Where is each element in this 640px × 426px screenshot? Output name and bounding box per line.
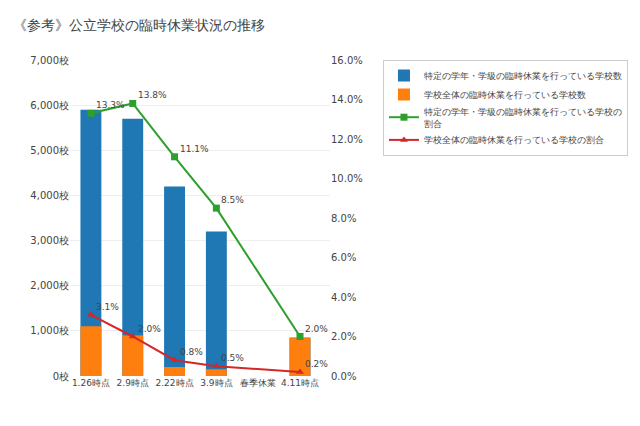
svg-text:4.0%: 4.0% [331,292,356,303]
svg-text:0.0%: 0.0% [331,371,356,382]
svg-text:8.0%: 8.0% [331,213,356,224]
svg-text:10.0%: 10.0% [331,173,363,184]
svg-text:13.8%: 13.8% [138,90,167,100]
svg-text:4.11時点: 4.11時点 [281,378,319,388]
svg-text:特定の学年・学級の臨時休業を行っている学校の割合: 特定の学年・学級の臨時休業を行っている学校の割合 [424,107,622,129]
svg-text:6,000校: 6,000校 [30,100,69,111]
svg-text:学校全体の臨時休業を行っている学校数: 学校全体の臨時休業を行っている学校数 [424,90,586,100]
svg-text:6.0%: 6.0% [331,252,356,263]
svg-text:0.5%: 0.5% [221,353,244,363]
svg-text:1,000校: 1,000校 [30,325,69,336]
svg-text:春季休業: 春季休業 [240,378,276,388]
svg-text:16.0%: 16.0% [331,55,363,66]
svg-text:7,000校: 7,000校 [30,55,69,66]
svg-text:2.0%: 2.0% [305,324,328,334]
svg-text:2.0%: 2.0% [331,331,356,342]
svg-text:0校: 0校 [53,371,69,382]
svg-text:学校全体の臨時休業を行っている学校の割合: 学校全体の臨時休業を行っている学校の割合 [424,135,604,145]
svg-text:《参考》公立学校の臨時休業状況の推移: 《参考》公立学校の臨時休業状況の推移 [13,17,265,33]
svg-text:11.1%: 11.1% [180,144,209,154]
svg-text:12.0%: 12.0% [331,134,363,145]
svg-text:2.0%: 2.0% [138,324,161,334]
svg-text:3,000校: 3,000校 [30,235,69,246]
svg-text:8.5%: 8.5% [221,195,244,205]
svg-text:5,000校: 5,000校 [30,145,69,156]
svg-text:0.8%: 0.8% [180,347,203,357]
svg-text:2.22時点: 2.22時点 [156,378,194,388]
svg-text:2.9時点: 2.9時点 [117,378,149,388]
svg-text:2,000校: 2,000校 [30,280,69,291]
svg-text:14.0%: 14.0% [331,94,363,105]
svg-text:特定の学年・学級の臨時休業を行っている学校数: 特定の学年・学級の臨時休業を行っている学校数 [424,71,622,81]
svg-text:4,000校: 4,000校 [30,190,69,201]
svg-text:13.3%: 13.3% [96,100,125,110]
svg-text:3.9時点: 3.9時点 [200,378,232,388]
svg-text:0.2%: 0.2% [305,359,328,369]
svg-text:1.26時点: 1.26時点 [72,378,110,388]
svg-text:3.1%: 3.1% [96,302,119,312]
